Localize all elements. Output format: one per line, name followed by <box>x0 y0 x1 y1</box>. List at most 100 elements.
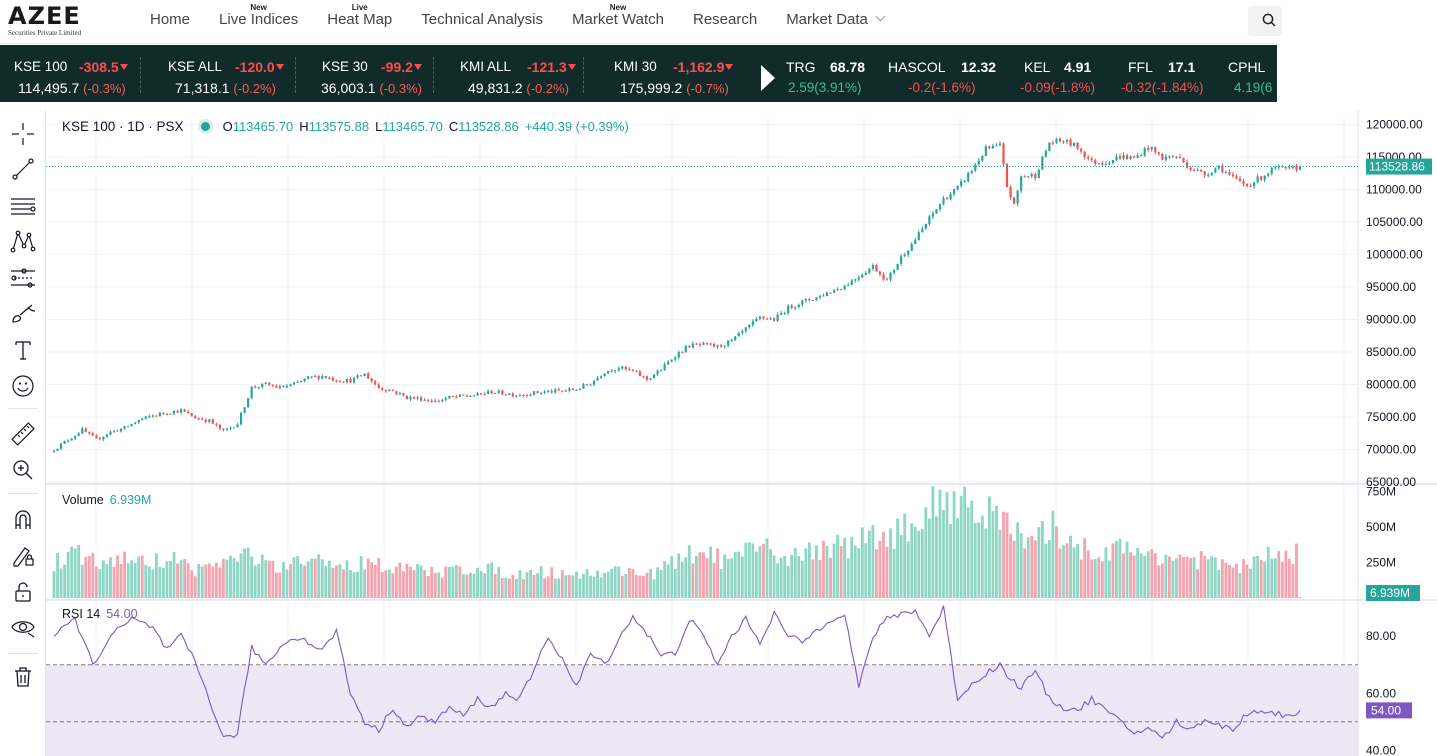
index-kse30[interactable]: KSE 30 -99.2 36,003.1 (-0.3%) <box>295 45 433 102</box>
brush-tool[interactable] <box>9 299 37 327</box>
nav-technical-analysis[interactable]: Technical Analysis <box>421 0 543 44</box>
volume-bar <box>1185 556 1189 598</box>
candle <box>603 373 606 377</box>
remove-drawings-tool[interactable] <box>9 663 37 691</box>
volume-bar <box>250 556 254 598</box>
volume-bar <box>285 569 289 598</box>
candle <box>250 386 253 400</box>
index-kmi-all[interactable]: KMI ALL -121.3 49,831.2 (-0.2%) <box>433 45 583 102</box>
index-kse-all[interactable]: KSE ALL -120.0 71,318.1 (-0.2%) <box>140 45 295 102</box>
low-key: L <box>375 119 383 134</box>
candle <box>1090 156 1093 162</box>
text-tool[interactable] <box>9 336 37 364</box>
volume-bar <box>846 558 850 598</box>
price-chart[interactable]: 120000.00 115000.00 110000.00 105000.00 1000… <box>46 110 1437 756</box>
volume-bar <box>444 566 448 598</box>
volume-tick-label: 500M <box>1366 520 1396 534</box>
trend-line-tool[interactable] <box>9 155 37 183</box>
volume-bar <box>712 562 716 598</box>
crosshair-tool[interactable] <box>9 120 37 148</box>
candle <box>561 390 564 393</box>
volume-bar <box>476 567 479 598</box>
volume-bar <box>98 569 102 598</box>
volume-bar <box>123 551 127 598</box>
nav-heat-map[interactable]: Live Heat Map <box>327 0 392 44</box>
play-icon[interactable] <box>761 65 775 91</box>
volume-bar <box>236 561 239 598</box>
candle <box>677 350 680 360</box>
volume-bar <box>631 569 635 598</box>
chart-canvas[interactable]: 120000.00115000.00110000.00105000.001000… <box>46 110 1437 756</box>
volume-bar <box>550 567 554 598</box>
candle <box>1231 171 1235 179</box>
candle <box>331 376 334 382</box>
candle <box>589 383 592 386</box>
nav-home[interactable]: Home <box>150 0 190 44</box>
candle <box>900 254 903 266</box>
lock-all-tool[interactable] <box>9 578 37 606</box>
volume-bar <box>910 523 914 598</box>
candle <box>229 426 232 431</box>
candle <box>1284 166 1287 171</box>
candle <box>239 411 243 426</box>
candle <box>967 171 970 183</box>
nav-market-watch[interactable]: New Market Watch <box>572 0 664 44</box>
candle <box>568 387 571 393</box>
index-kmi30[interactable]: KMI 30 -1,162.9 175,999.2 (-0.7%) <box>583 45 743 102</box>
volume-bar <box>765 538 769 598</box>
search-button[interactable] <box>1248 6 1282 36</box>
candle <box>550 388 553 394</box>
volume-bar <box>617 566 621 598</box>
volume-bar <box>274 572 278 598</box>
index-change: -121.3 <box>527 59 576 75</box>
candle <box>917 230 920 241</box>
candle <box>254 384 257 389</box>
index-value: 71,318.1 (-0.2%) <box>175 80 277 96</box>
nav-heat-map-label: Heat Map <box>327 11 393 28</box>
volume-bar <box>73 548 77 598</box>
volume-bar <box>416 564 419 598</box>
zoom-in-tool[interactable] <box>9 456 37 484</box>
candle <box>532 391 536 396</box>
candle <box>924 223 927 230</box>
volume-bar <box>716 548 720 598</box>
volume-bar <box>1002 511 1005 598</box>
volume-bar <box>1295 543 1298 598</box>
volume-bar <box>747 542 751 598</box>
lock-drawing-tool[interactable] <box>9 542 37 570</box>
open-value: 113465.70 <box>232 119 294 134</box>
pattern-tool[interactable] <box>9 227 37 255</box>
magnet-tool[interactable] <box>9 506 37 534</box>
candle <box>112 429 116 433</box>
candle <box>1009 185 1012 201</box>
candle <box>758 315 762 321</box>
azee-logo[interactable]: AZEE Securities Private Limited <box>8 4 94 40</box>
nav-live-indices[interactable]: New Live Indices <box>219 0 298 44</box>
volume-bar <box>603 572 607 598</box>
ruler-tool[interactable] <box>9 420 37 448</box>
candle <box>988 145 991 150</box>
nav-research[interactable]: Research <box>693 0 757 44</box>
hide-tool[interactable] <box>9 613 37 641</box>
brush-icon <box>12 304 36 323</box>
emoji-tool[interactable] <box>9 372 37 400</box>
volume-bar <box>659 569 663 598</box>
fib-tool[interactable] <box>9 192 37 220</box>
volume-bar <box>1171 560 1175 598</box>
close-value: 113528.86 <box>458 119 519 134</box>
volume-bar <box>1023 548 1027 598</box>
volume-series <box>52 486 1302 598</box>
volume-bar <box>1104 547 1108 598</box>
candle <box>582 382 585 389</box>
forecast-tool[interactable] <box>9 264 37 292</box>
symbol-title[interactable]: KSE 100 · 1D · PSX <box>62 119 184 134</box>
candle <box>600 375 603 380</box>
volume-bar <box>903 513 907 598</box>
volume-bar <box>1009 533 1012 598</box>
volume-bar <box>465 574 469 598</box>
stock-cphl[interactable]: CPHL 4.19(6 <box>1228 45 1277 102</box>
candle <box>434 398 437 403</box>
index-kse100[interactable]: KSE 100 -308.5 114,495.7 (-0.3%) <box>0 45 140 102</box>
nav-market-data[interactable]: Market Data <box>786 0 886 44</box>
volume-bar <box>606 571 610 598</box>
